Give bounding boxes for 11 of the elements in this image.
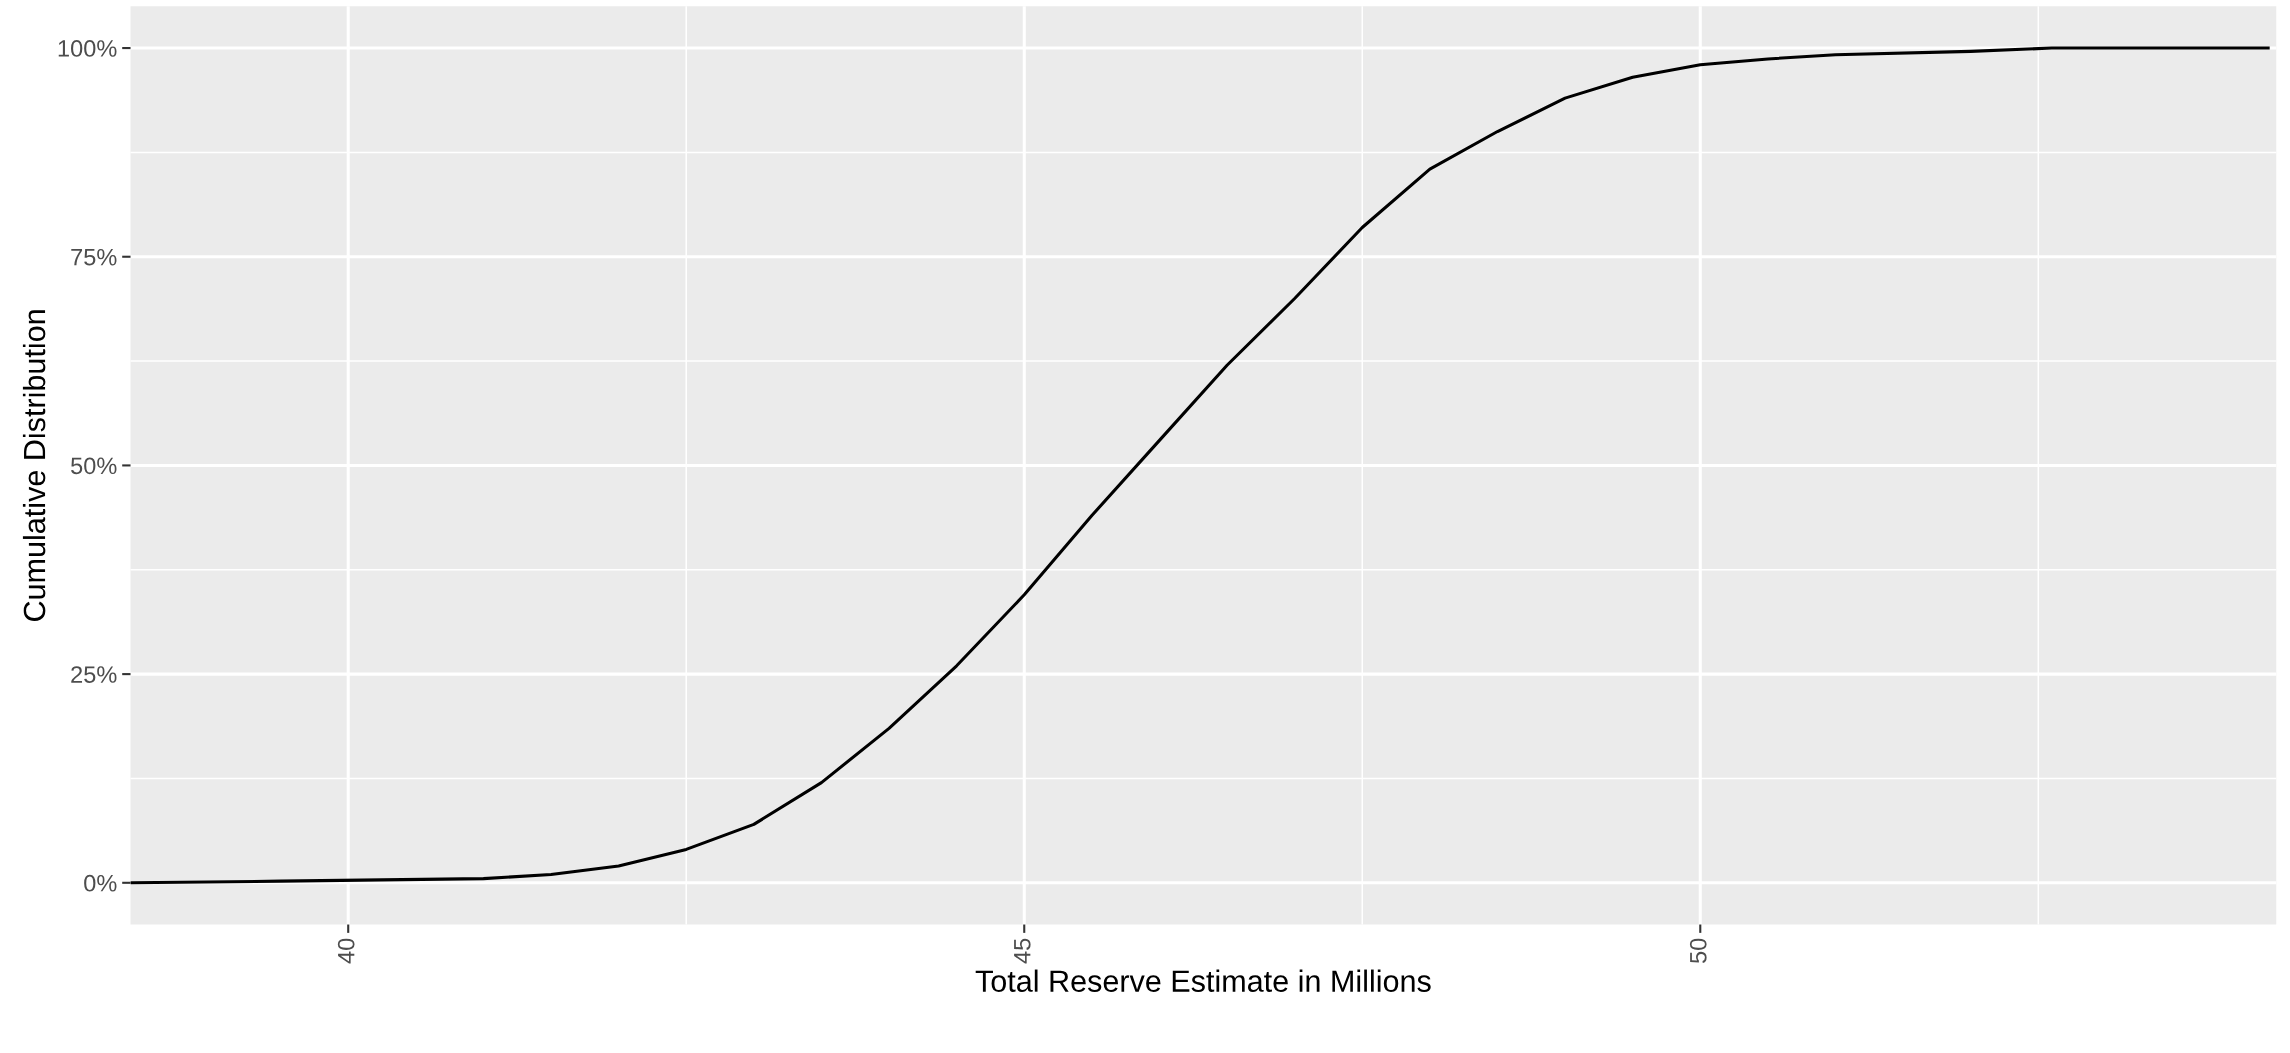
- x-tick-label: 50: [1689, 938, 1707, 964]
- y-tick-label: 75%: [71, 248, 117, 266]
- y-tick-label: 25%: [71, 666, 117, 683]
- x-axis-title: Total Reserve Estimate in Millions: [975, 969, 1431, 992]
- y-tick-label: 50%: [71, 457, 117, 475]
- line-series: [130, 46, 2270, 885]
- y-tick-label: 100%: [58, 40, 117, 57]
- x-tick-label: 40: [337, 938, 355, 964]
- x-tick-label: 45: [1014, 938, 1031, 964]
- y-tick-label: 0%: [84, 874, 117, 892]
- y-axis-title: Cumulative Distribution: [22, 310, 46, 621]
